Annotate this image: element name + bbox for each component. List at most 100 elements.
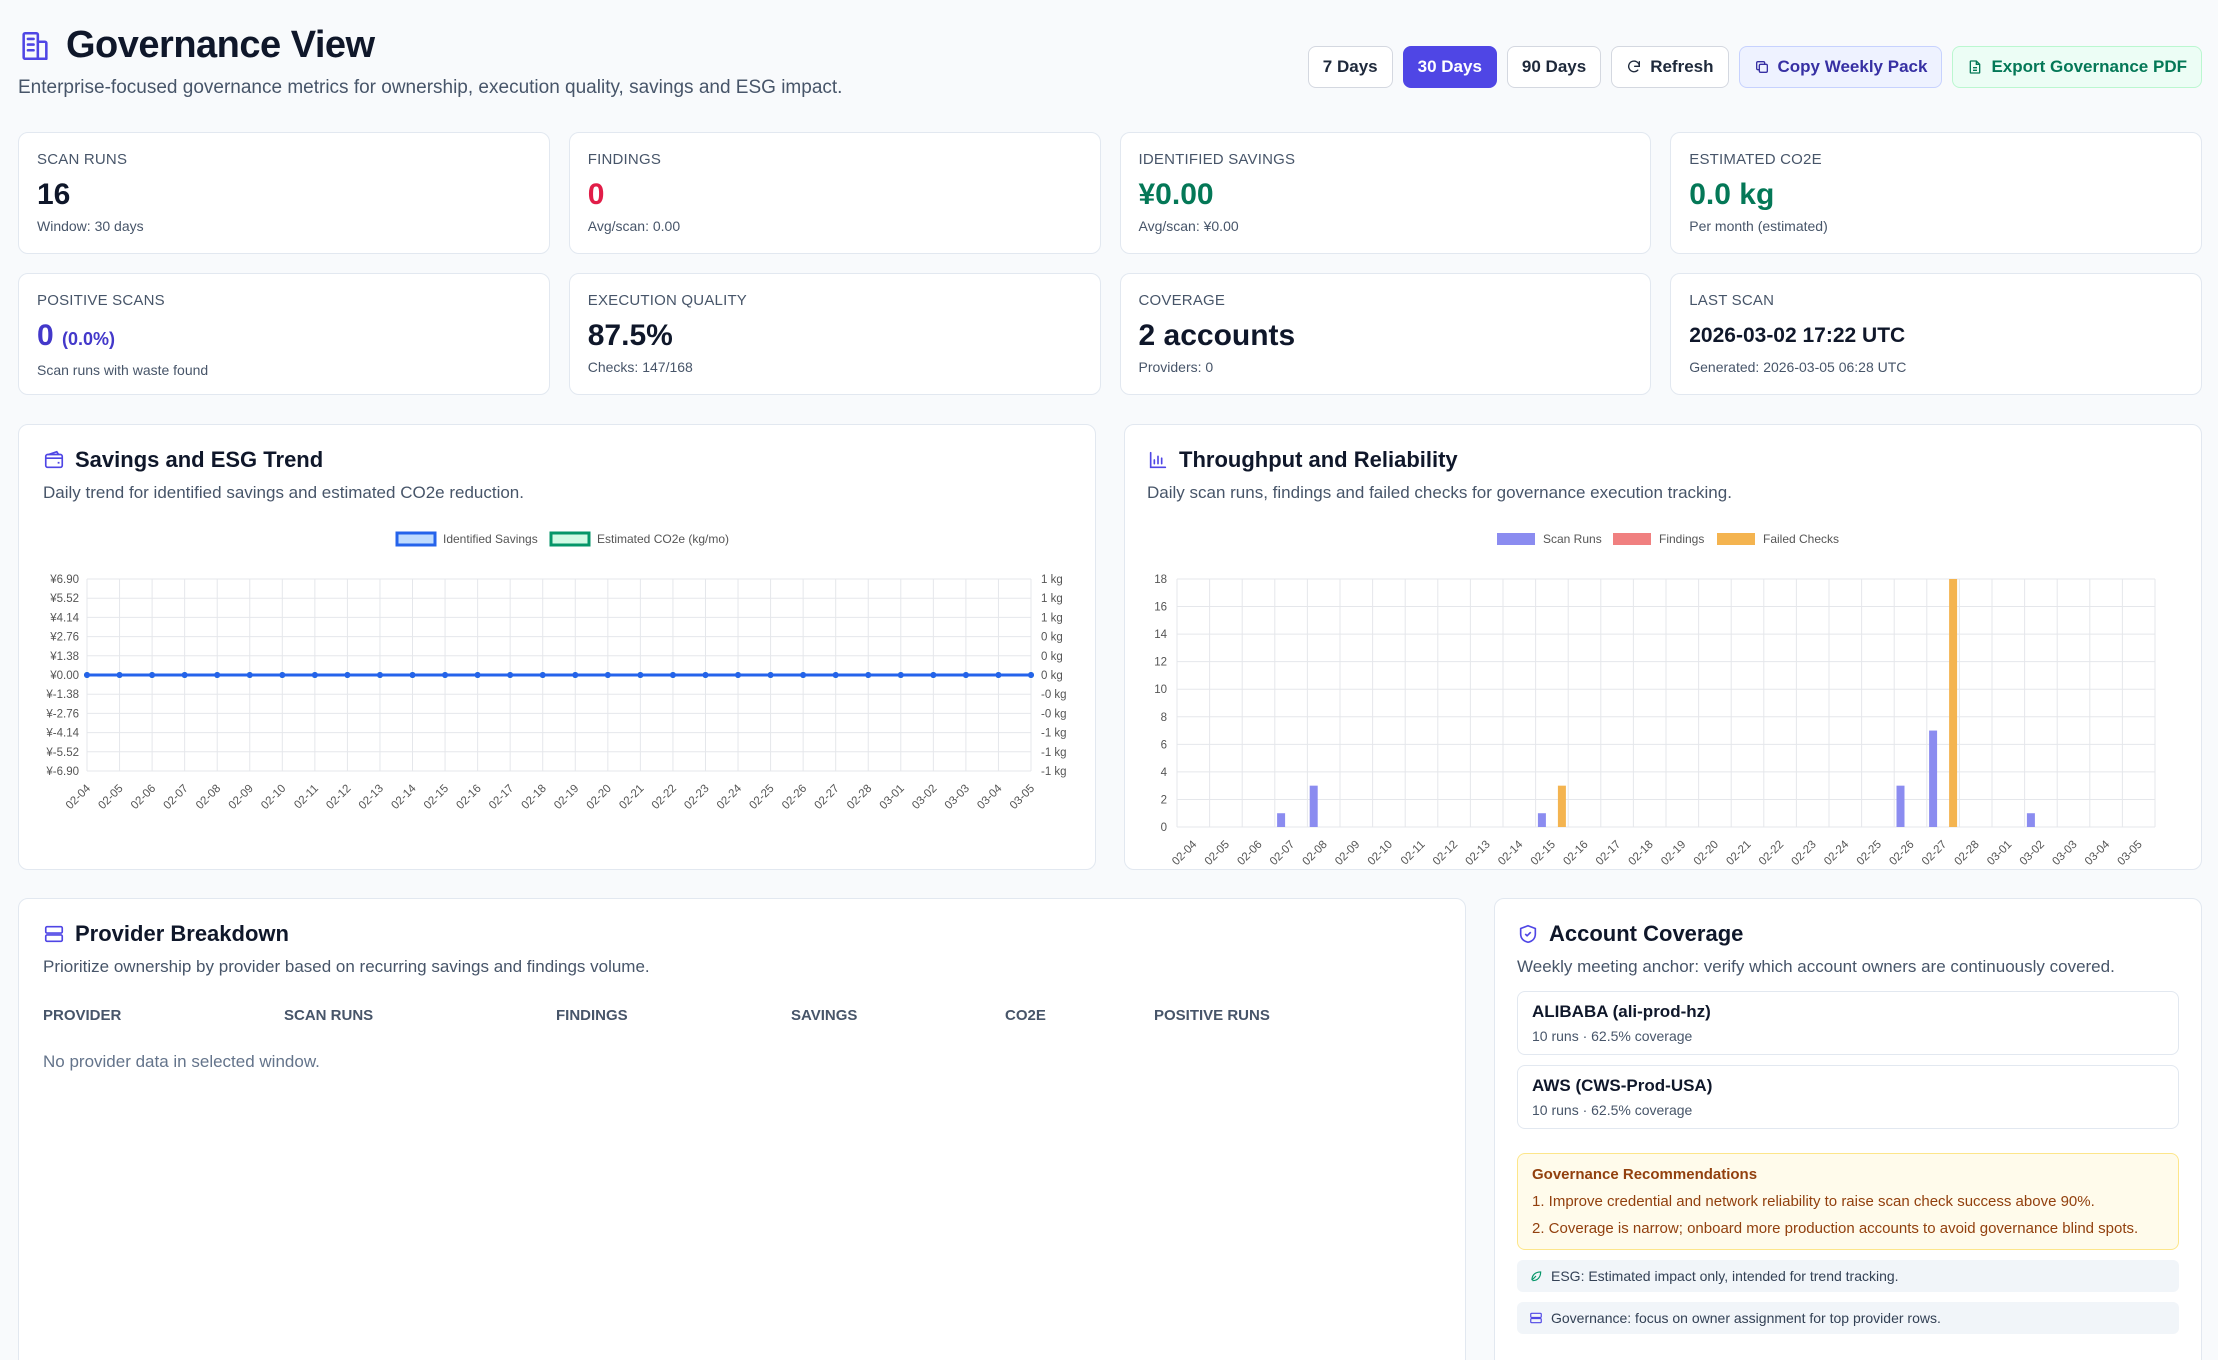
x-tick-label: 02-20 <box>585 783 614 812</box>
x-tick-label: 02-26 <box>1887 839 1916 868</box>
y-tick-label: 2 <box>1161 794 1167 806</box>
card-sub: Generated: 2026-03-05 06:28 UTC <box>1689 359 1907 375</box>
card-estimated-co2e: ESTIMATED CO2E 0.0 kg Per month (estimat… <box>1670 132 2202 254</box>
x-tick-label: 02-24 <box>1822 838 1852 868</box>
card-sub: Checks: 147/168 <box>587 359 693 375</box>
panel-subtitle: Prioritize ownership by provider based o… <box>43 957 650 976</box>
x-tick-label: 02-23 <box>1790 839 1819 868</box>
y-tick-label: ¥1.38 <box>49 651 79 663</box>
data-point <box>767 672 774 678</box>
column-savings: SAVINGS <box>791 1007 858 1024</box>
legend-swatch <box>395 531 437 547</box>
column-scan-runs: SCAN RUNS <box>284 1007 374 1024</box>
export-governance-pdf-button[interactable]: Export Governance PDF <box>1952 46 2202 88</box>
legend-label: Identified Savings <box>443 532 538 546</box>
x-tick-label: 03-03 <box>2050 839 2079 868</box>
x-tick-label: 03-05 <box>2116 839 2145 868</box>
y-tick-label: ¥-6.90 <box>45 766 79 778</box>
card-value: 0 <box>587 178 605 211</box>
x-tick-label: 02-10 <box>1366 839 1395 868</box>
card-value: 2026-03-02 17:22 UTC <box>1689 324 1906 347</box>
x-tick-label: 02-09 <box>1333 839 1362 868</box>
legend-label: Failed Checks <box>1763 532 1839 546</box>
y-tick-label: ¥5.52 <box>49 593 79 605</box>
x-tick-label: 02-10 <box>259 783 288 812</box>
x-tick-label: 02-13 <box>357 783 386 812</box>
card-value: 0.0 kg <box>1689 178 1775 211</box>
y-tick-label: ¥6.90 <box>49 574 79 586</box>
x-tick-label: 02-09 <box>227 783 256 812</box>
bar-chart-icon <box>1149 451 1167 469</box>
x-tick-label: 02-18 <box>1627 839 1656 868</box>
account-coverage-panel: Account Coverage Weekly meeting anchor: … <box>1494 898 2202 1360</box>
x-tick-label: 02-19 <box>552 783 581 812</box>
legend-label: Scan Runs <box>1543 532 1602 546</box>
x-tick-label: 02-08 <box>194 783 223 812</box>
card-scan-runs: SCAN RUNS 16 Window: 30 days <box>18 132 550 254</box>
x-tick-label: 02-27 <box>813 783 842 812</box>
x-tick-label: 02-19 <box>1659 839 1688 868</box>
x-tick-label: 03-04 <box>2083 838 2113 868</box>
x-tick-label: 03-02 <box>910 783 939 812</box>
legend-swatch <box>1497 533 1535 545</box>
data-point <box>995 672 1002 678</box>
y-tick-label: ¥0.00 <box>49 670 79 682</box>
card-sub: Per month (estimated) <box>1689 218 1828 234</box>
data-point <box>279 672 286 678</box>
legend-label: Findings <box>1659 532 1704 546</box>
bar <box>1949 579 1958 827</box>
account-name: AWS (CWS-Prod-USA) <box>1532 1076 1713 1095</box>
refresh-button[interactable]: Refresh <box>1611 46 1729 88</box>
range-7-days-button[interactable]: 7 Days <box>1307 46 1393 88</box>
governance-note: Governance: focus on owner assignment fo… <box>1517 1302 2179 1334</box>
x-tick-label: 02-17 <box>487 783 516 812</box>
panel-title: Provider Breakdown <box>75 921 289 946</box>
bar <box>1537 813 1546 827</box>
x-tick-label: 02-28 <box>845 783 874 812</box>
note-text: ESG: Estimated impact only, intended for… <box>1551 1268 1899 1284</box>
x-tick-label: 02-14 <box>1496 838 1526 868</box>
y-tick-label: 6 <box>1161 739 1167 751</box>
x-tick-label: 02-04 <box>1170 838 1200 868</box>
data-point <box>116 672 123 678</box>
recommendation-item: 2. Coverage is narrow; onboard more prod… <box>1532 1220 2139 1237</box>
x-tick-label: 02-25 <box>1855 839 1884 868</box>
y2-tick-label: -1 kg <box>1041 747 1067 759</box>
data-point <box>376 672 383 678</box>
data-point <box>507 672 514 678</box>
y-tick-label: 10 <box>1154 684 1167 696</box>
savings-esg-trend-panel: Savings and ESG Trend Daily trend for id… <box>18 424 1096 870</box>
x-tick-label: 02-13 <box>1464 839 1493 868</box>
x-tick-label: 02-11 <box>292 783 321 812</box>
data-point <box>962 672 969 678</box>
data-point <box>865 672 872 678</box>
esg-note: ESG: Estimated impact only, intended for… <box>1517 1260 2179 1292</box>
x-tick-label: 02-06 <box>1235 839 1264 868</box>
x-tick-label: 03-01 <box>1985 839 2014 868</box>
recommendations-title: Governance Recommendations <box>1532 1166 1758 1183</box>
range-30-days-button[interactable]: 30 Days <box>1402 46 1497 88</box>
card-value: ¥0.00 <box>1138 178 1214 211</box>
y2-tick-label: 0 kg <box>1041 651 1063 663</box>
card-sub: Window: 30 days <box>37 218 144 234</box>
x-tick-label: 02-11 <box>1399 839 1428 868</box>
range-90-days-button[interactable]: 90 Days <box>1506 46 1602 88</box>
x-tick-label: 02-07 <box>161 783 190 812</box>
card-positive-scans: POSITIVE SCANS 0 (0.0%) Scan runs with w… <box>18 273 550 395</box>
provider-empty-state: No provider data in selected window. <box>43 1052 320 1071</box>
provider-table-header: PROVIDER SCAN RUNS FINDINGS SAVINGS CO2E… <box>43 1007 1441 1024</box>
x-tick-label: 02-27 <box>1920 839 1949 868</box>
card-value: 2 accounts <box>1138 319 1296 352</box>
legend-swatch <box>549 531 591 547</box>
x-tick-label: 02-12 <box>1431 839 1460 868</box>
data-point <box>311 672 318 678</box>
x-tick-label: 02-08 <box>1301 839 1330 868</box>
data-point <box>832 672 839 678</box>
data-point <box>897 672 904 678</box>
x-tick-label: 03-05 <box>1008 783 1037 812</box>
column-provider: PROVIDER <box>43 1007 122 1024</box>
x-tick-label: 02-24 <box>715 782 745 812</box>
copy-weekly-pack-button[interactable]: Copy Weekly Pack <box>1738 46 1943 88</box>
bar <box>1896 785 1905 827</box>
header-actions: 7 Days 30 Days 90 Days Refresh Copy Week… <box>1307 46 2202 88</box>
